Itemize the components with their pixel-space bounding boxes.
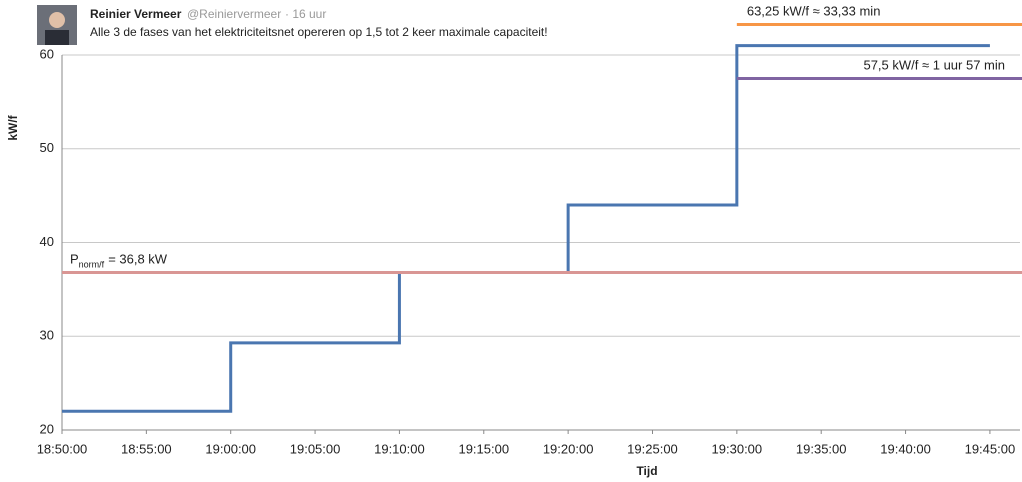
tweet-name: Reinier Vermeer (90, 7, 182, 21)
y-axis-label: kW/f (6, 114, 20, 140)
tweet-time: · 16 uur (285, 7, 326, 21)
x-tick-label: 18:55:00 (121, 441, 172, 456)
x-tick-label: 19:45:00 (965, 441, 1016, 456)
x-tick-label: 18:50:00 (37, 441, 88, 456)
x-tick-label: 19:10:00 (374, 441, 425, 456)
x-tick-label: 19:25:00 (627, 441, 678, 456)
reference-label-part: = 36,8 kW (108, 252, 168, 267)
reference-label: 63,25 kW/f ≈ 33,33 min (747, 4, 881, 19)
reference-label-part: 63,25 kW/f ≈ 33,33 min (747, 4, 881, 19)
y-tick-label: 60 (40, 46, 54, 61)
x-tick-label: 19:20:00 (543, 441, 594, 456)
tweet-handle: @Reiniervermeer (187, 7, 281, 21)
x-tick-label: 19:30:00 (712, 441, 763, 456)
tweet-text: Alle 3 de fases van het elektriciteitsne… (90, 25, 548, 39)
x-tick-label: 19:40:00 (880, 441, 931, 456)
y-tick-label: 50 (40, 140, 54, 155)
x-tick-label: 19:15:00 (458, 441, 509, 456)
data-line (62, 44, 990, 413)
x-axis-label: Tijd (636, 464, 657, 478)
reference-label: Pnorm/f = 36,8 kW (70, 252, 168, 270)
y-tick-label: 30 (40, 328, 54, 343)
avatar-face (49, 12, 65, 28)
reference-label-part: P (70, 252, 79, 267)
reference-label-part: norm/f (79, 260, 105, 270)
reference-label: 57,5 kW/f ≈ 1 uur 57 min (863, 58, 1005, 73)
avatar-body (45, 30, 69, 45)
reference-label-part: 57,5 kW/f ≈ 1 uur 57 min (863, 58, 1005, 73)
y-tick-label: 20 (40, 421, 54, 436)
x-tick-label: 19:05:00 (290, 441, 341, 456)
x-tick-label: 19:35:00 (796, 441, 847, 456)
x-tick-label: 19:00:00 (205, 441, 256, 456)
y-tick-label: 40 (40, 234, 54, 249)
